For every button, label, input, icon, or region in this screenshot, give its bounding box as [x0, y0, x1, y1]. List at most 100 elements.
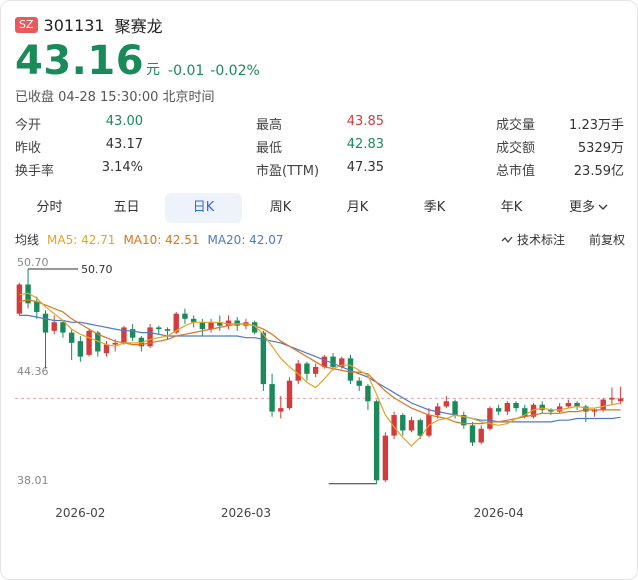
stat-label: 总市值: [496, 164, 536, 179]
tab-0[interactable]: 分时: [11, 193, 88, 223]
stat-label: 市盈(TTM): [256, 164, 320, 179]
candle-body: [103, 344, 110, 354]
candle-body: [51, 322, 57, 331]
candle-body: [68, 332, 75, 343]
candle-body: [138, 337, 145, 347]
stat-item: 成交量 1.23万手: [496, 114, 624, 133]
ma10-label: MA10: 42.51: [123, 232, 200, 247]
stat-value: 47.35: [346, 160, 384, 175]
candle-body: [278, 408, 284, 412]
candle-body: [147, 327, 153, 347]
stat-item: 最高 43.85: [256, 114, 384, 133]
candle-body: [260, 332, 267, 385]
candle-body: [391, 415, 397, 436]
price-change-pct: -0.02%: [210, 63, 260, 79]
candle-body: [208, 322, 214, 330]
candle-body: [504, 402, 511, 412]
stat-item: 昨收 43.17: [15, 137, 143, 156]
candle-body: [530, 404, 537, 417]
x-date-label: 2026-02: [55, 506, 105, 520]
tab-5[interactable]: 季K: [396, 193, 473, 223]
stat-item: 总市值 23.59亿: [496, 160, 624, 179]
candle-body: [156, 327, 162, 330]
candle-body: [617, 398, 624, 402]
stat-value: 3.14%: [101, 160, 143, 175]
candle-body: [304, 363, 310, 374]
ma10-line: [19, 299, 621, 425]
tab-3[interactable]: 周K: [242, 193, 319, 223]
candle-body: [173, 313, 179, 333]
tab-1[interactable]: 五日: [88, 193, 165, 223]
stat-item: 换手率 3.14%: [15, 160, 143, 179]
stat-label: 最高: [256, 118, 283, 133]
stat-label: 昨收: [15, 141, 42, 156]
stat-item: 市盈(TTM) 47.35: [256, 160, 384, 179]
stat-item: 今开 43.00: [15, 114, 143, 133]
wave-icon: [501, 236, 513, 243]
tab-label: 月K: [346, 200, 369, 215]
candle-body: [129, 329, 136, 338]
candle-body: [373, 401, 380, 481]
candle-body: [574, 402, 580, 407]
candle-body: [321, 356, 328, 367]
candle-body: [583, 406, 589, 412]
exchange-badge: SZ: [15, 17, 38, 33]
candle-body: [591, 409, 598, 412]
candle-body: [77, 341, 84, 357]
candle-body: [556, 406, 563, 412]
period-tabs: 分时 五日 日K 周K 月K 季K 年K 更多: [11, 193, 627, 223]
ma-title: 均线: [15, 233, 40, 247]
candle-body: [34, 301, 40, 312]
tab-label: 周K: [269, 200, 292, 215]
candle-body: [251, 322, 258, 333]
tab-label: 更多: [568, 200, 595, 215]
candle-body: [234, 320, 240, 326]
candle-body: [42, 313, 49, 333]
stat-value: 43.85: [346, 114, 384, 129]
x-date-label: 2026-03: [221, 506, 271, 520]
candle-body: [443, 401, 450, 407]
tab-label: 五日: [113, 200, 140, 215]
tech-annotation-button[interactable]: 技术标注: [501, 231, 573, 248]
candle-body: [25, 284, 31, 304]
candle-body: [60, 322, 66, 333]
x-date-label: 2026-04: [474, 506, 524, 520]
candle-body: [400, 415, 406, 431]
candle-body: [286, 380, 293, 409]
candle-body: [347, 358, 354, 381]
tab-4[interactable]: 月K: [319, 193, 396, 223]
y-tick-label: 50.70: [17, 256, 49, 269]
chevron-down-icon: [598, 204, 608, 210]
max-marker-label: 50.70: [81, 263, 113, 276]
candle-body: [417, 420, 423, 436]
y-tick-label: 44.36: [17, 365, 49, 378]
ma-legend: 均线 MA5: 42.71 MA10: 42.51 MA20: 42.07 技术…: [15, 231, 625, 248]
tab-label: 年K: [500, 200, 523, 215]
candle-body: [269, 384, 275, 412]
stat-item: 最低 42.83: [256, 137, 384, 156]
price-unit: 元: [146, 62, 161, 78]
candle-body: [339, 358, 345, 367]
adjust-button[interactable]: 前复权: [588, 233, 625, 247]
ma5-line: [19, 292, 621, 447]
kline-chart[interactable]: 50.70 44.36 38.01 50.70 2026-02 2026-03 2026-0…: [1, 251, 638, 551]
candle-body: [487, 408, 493, 429]
candle-body: [408, 420, 415, 431]
candle-body: [112, 342, 118, 345]
tab-label: 季K: [423, 200, 446, 215]
stat-value: 42.83: [346, 137, 384, 152]
candle-body: [182, 313, 188, 319]
candle-body: [16, 284, 23, 314]
tab-6[interactable]: 年K: [473, 193, 550, 223]
candle-body: [434, 406, 441, 416]
stat-label: 成交额: [496, 141, 536, 156]
candle-body: [452, 401, 458, 416]
tab-7[interactable]: 更多: [550, 193, 627, 223]
tab-2[interactable]: 日K: [165, 193, 242, 223]
stat-value: 43.00: [105, 114, 143, 129]
stat-value: 43.17: [105, 137, 143, 152]
candle-body: [86, 330, 92, 355]
candle-body: [478, 428, 484, 443]
tech-annotation-label: 技术标注: [516, 233, 565, 247]
candle-body: [565, 402, 572, 407]
